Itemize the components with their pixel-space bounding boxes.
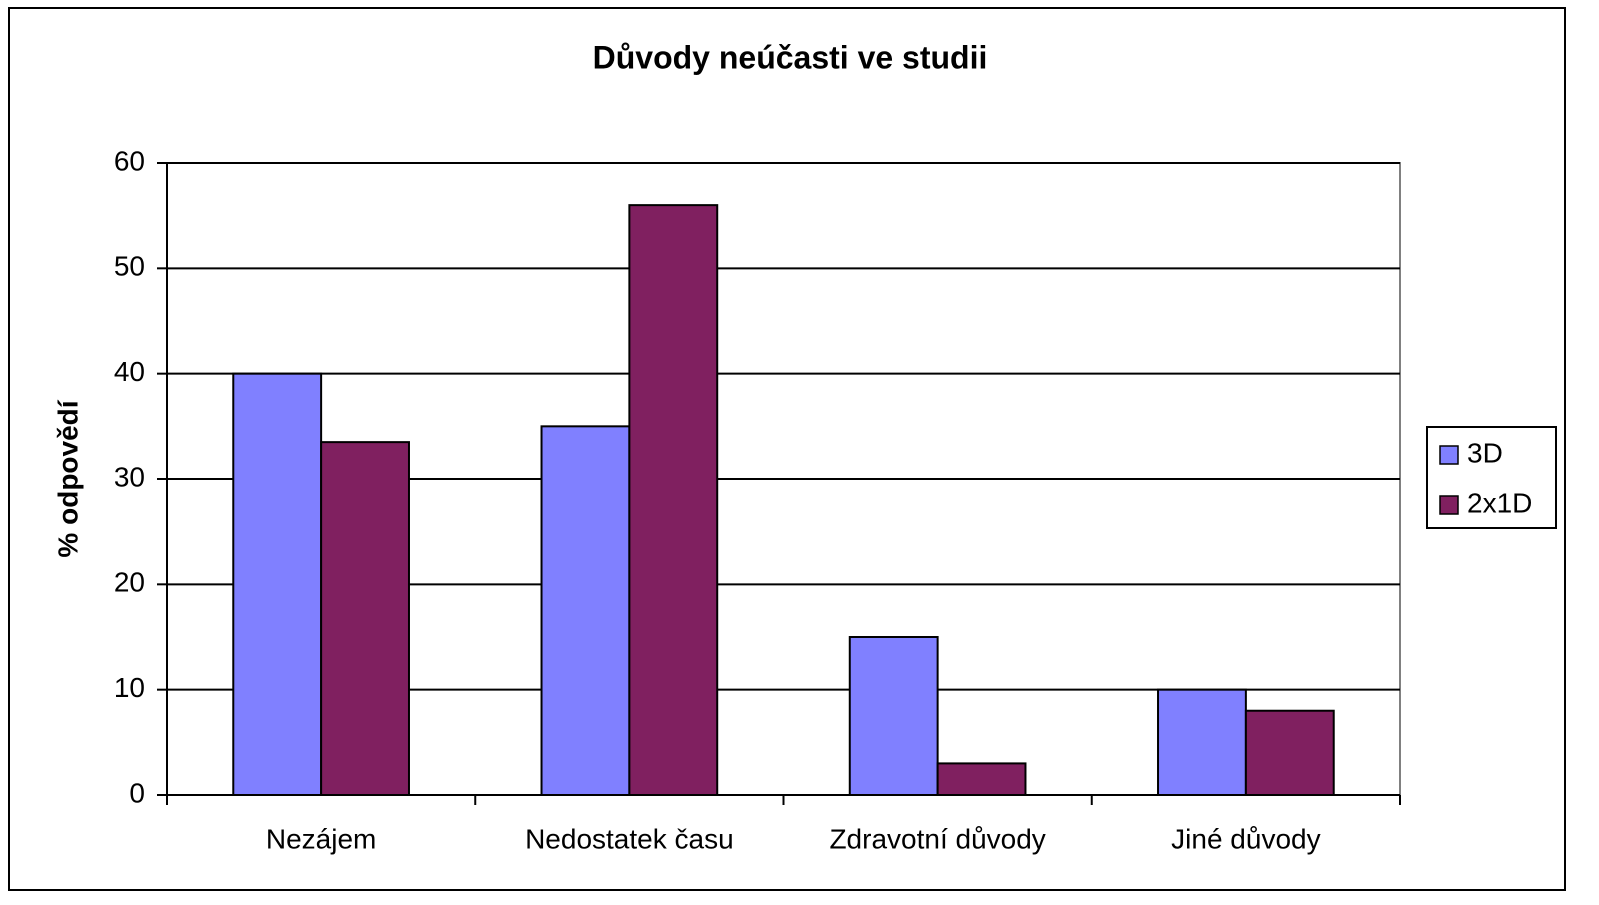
x-tick-label: Zdravotní důvody (829, 823, 1045, 854)
bar (232, 372, 323, 796)
y-axis-label: % odpovědí (52, 399, 83, 557)
y-tick-label: 20 (114, 567, 145, 598)
bar (936, 762, 1027, 797)
bar (320, 441, 410, 796)
legend-label: 3D (1467, 437, 1503, 468)
bar (1157, 688, 1247, 797)
legend-swatch (1439, 495, 1459, 515)
x-tick-label: Nedostatek času (525, 823, 734, 854)
y-tick-label: 0 (129, 777, 145, 808)
bar (848, 636, 939, 796)
y-tick-label: 60 (114, 145, 145, 176)
x-tick-label: Jiné důvody (1171, 823, 1320, 854)
bar (540, 425, 631, 796)
legend-label: 2x1D (1467, 487, 1532, 518)
bar (628, 204, 719, 796)
y-tick-label: 50 (114, 251, 145, 282)
y-tick-label: 40 (114, 356, 145, 387)
legend-swatch (1439, 445, 1459, 465)
y-tick-label: 30 (114, 461, 145, 492)
bar (1244, 709, 1335, 797)
y-tick-label: 10 (114, 672, 145, 703)
x-tick-label: Nezájem (266, 823, 376, 854)
chart-title: Důvody neúčasti ve studii (593, 39, 988, 75)
